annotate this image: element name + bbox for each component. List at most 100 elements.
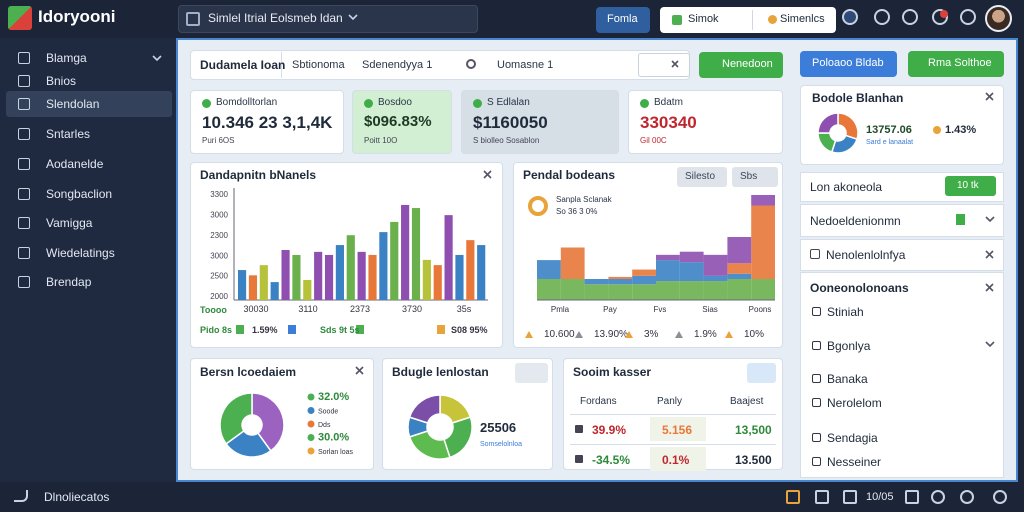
toolbar: [190, 50, 690, 80]
row-label: Lon akoneola: [810, 180, 883, 194]
card: [513, 162, 783, 348]
tray-icon[interactable]: [815, 490, 829, 504]
tray-icon[interactable]: [843, 490, 857, 504]
tray-icon[interactable]: [931, 490, 945, 504]
settings-icon[interactable]: [960, 9, 976, 25]
card-title: Bersn lcoedaiem: [200, 365, 297, 379]
footer-label: Dlnoliecatos: [44, 490, 110, 504]
row-icon: [575, 425, 583, 433]
tray-icon[interactable]: [960, 490, 974, 504]
table-cell: 13.500: [735, 453, 772, 467]
sidebar-item[interactable]: Blamga: [46, 51, 87, 65]
section-item[interactable]: Bgonlya: [827, 339, 871, 353]
cell-bg: [650, 447, 706, 471]
action-button[interactable]: [800, 51, 897, 77]
toolbar-button[interactable]: [699, 52, 783, 78]
item-icon: [812, 374, 821, 383]
card-title: Pendal bodeans: [523, 168, 616, 182]
icon-button[interactable]: [515, 363, 548, 383]
row-label: Nenolenlolnfya: [826, 248, 906, 262]
toolbar-field: Sbtionoma: [292, 59, 345, 71]
icon-button[interactable]: [747, 363, 776, 383]
tray-icon[interactable]: [905, 490, 919, 504]
card-title: Sooim kasser: [573, 365, 652, 379]
row-button[interactable]: [945, 176, 996, 196]
panel-title: Bodole Blanhan: [812, 91, 904, 105]
kpi-note: Puri 6OS: [202, 136, 235, 145]
kpi-card: [461, 90, 619, 154]
pin-icon[interactable]: [902, 9, 918, 25]
circle-button[interactable]: [842, 9, 858, 25]
kpi-label: S Edlalan: [487, 97, 530, 108]
kpi-value: 10.346 23 3,1,4K: [202, 113, 333, 132]
table-cell: 13,500: [735, 423, 772, 437]
card-title: Bdugle lenlostan: [392, 365, 489, 379]
star-icon[interactable]: [874, 9, 890, 25]
action-button[interactable]: [908, 51, 1004, 77]
logo-icon: [8, 6, 32, 30]
field-1: Simok: [688, 13, 719, 25]
kpi-card: [628, 90, 783, 154]
sidebar-item[interactable]: Aodanelde: [46, 157, 104, 171]
panel-section: [800, 272, 1004, 478]
table-cell: -34.5%: [592, 453, 631, 467]
legend-title: Sanpla Sclanak: [556, 195, 612, 204]
sidebar-item[interactable]: Songbaclion: [46, 187, 113, 201]
avatar[interactable]: [985, 5, 1012, 32]
search-icon: [186, 12, 200, 26]
section-item[interactable]: Banaka: [827, 372, 868, 386]
kpi-value: 330340: [640, 113, 697, 132]
search-text: Simlel Itrial Eolsmeb ldan: [208, 11, 343, 25]
row-icon: [810, 249, 820, 259]
sidebar-item[interactable]: Bnios: [46, 74, 77, 88]
card-title: Dandapnitn bNanels: [200, 168, 317, 182]
sidebar-item[interactable]: Wiedelatings: [46, 246, 115, 260]
kpi-label: Bosdoo: [378, 97, 412, 108]
action-label: Poloaoo Bldab: [812, 57, 884, 69]
toolbar-input[interactable]: [638, 53, 690, 77]
plus-icon: [672, 15, 682, 25]
panel-caption: Sard e lanaalat: [866, 139, 914, 146]
chart-button[interactable]: [677, 167, 727, 187]
sidebar-item[interactable]: Brendap: [46, 275, 92, 289]
search-box[interactable]: [178, 5, 478, 33]
toolbar-field: Uomasne 1: [497, 59, 554, 71]
field-divider: [752, 10, 753, 30]
section-item[interactable]: Nerolelom: [827, 396, 882, 410]
chart-button[interactable]: [732, 167, 778, 187]
sidebar-item[interactable]: Vamigga: [46, 216, 93, 230]
sidebar-icon: [18, 158, 30, 170]
action-label: Rma Solthoe: [928, 57, 992, 69]
tray-icon[interactable]: [993, 490, 1007, 504]
footer-time: 10/05: [866, 491, 894, 503]
kpi-note: Poitt 10O: [364, 136, 398, 145]
kpi-label: Bdatm: [654, 97, 683, 108]
panel-change: 1.43%: [945, 124, 977, 136]
row-status: [956, 214, 965, 225]
header-fields[interactable]: [660, 7, 836, 33]
section-item[interactable]: Nesseiner: [827, 455, 882, 469]
kpi-card: [190, 90, 344, 154]
kpi-value: $096.83%: [364, 113, 432, 130]
item-icon: [812, 398, 821, 407]
table-rule: [570, 444, 776, 445]
kpi-note: Gil 00C: [640, 136, 667, 145]
item-icon: [812, 457, 821, 466]
sidebar-icon: [18, 276, 30, 288]
tray-icon[interactable]: [786, 490, 800, 504]
bottom-bar: [0, 482, 1024, 512]
table-header: Baajest: [730, 396, 764, 407]
kpi-label: Bomdolltorlan: [216, 97, 278, 108]
kpi-icon: [473, 99, 482, 108]
section-item[interactable]: Sendagia: [827, 431, 878, 445]
toolbar-button-label: Nenedoon: [722, 58, 773, 70]
item-icon: [812, 433, 821, 442]
logo: Idoryooni: [38, 7, 116, 26]
table-cell: 5.156: [662, 423, 693, 437]
sidebar-item[interactable]: Slendolan: [46, 97, 100, 111]
header-button[interactable]: [596, 7, 650, 33]
sidebar-item[interactable]: Sntarles: [46, 127, 91, 141]
kpi-icon: [640, 99, 649, 108]
section-item[interactable]: Stiniah: [827, 305, 864, 319]
